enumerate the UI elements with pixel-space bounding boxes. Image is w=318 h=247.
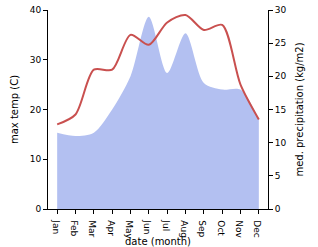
svg-text:0: 0 xyxy=(35,204,41,214)
svg-text:30: 30 xyxy=(30,55,42,65)
svg-text:Oct: Oct xyxy=(216,220,226,236)
svg-text:15: 15 xyxy=(275,105,286,115)
svg-text:40: 40 xyxy=(30,5,42,15)
svg-text:Feb: Feb xyxy=(69,220,79,236)
svg-text:5: 5 xyxy=(275,171,281,181)
svg-text:date (month): date (month) xyxy=(125,236,191,247)
svg-text:Jun: Jun xyxy=(142,219,152,234)
svg-text:Aug: Aug xyxy=(179,220,189,238)
svg-text:Nov: Nov xyxy=(234,220,244,238)
svg-text:0: 0 xyxy=(275,204,281,214)
svg-text:30: 30 xyxy=(275,5,287,15)
svg-text:May: May xyxy=(124,220,134,239)
svg-text:20: 20 xyxy=(30,105,42,115)
svg-text:Apr: Apr xyxy=(106,220,116,236)
svg-text:10: 10 xyxy=(30,154,42,164)
svg-text:Dec: Dec xyxy=(252,220,262,237)
svg-text:Mar: Mar xyxy=(87,220,97,237)
svg-text:med. precipitation (kg/m2): med. precipitation (kg/m2) xyxy=(294,42,305,176)
svg-text:Jan: Jan xyxy=(51,219,61,234)
svg-text:Sep: Sep xyxy=(197,220,207,237)
svg-text:10: 10 xyxy=(275,138,287,148)
svg-text:20: 20 xyxy=(275,71,287,81)
svg-text:Jul: Jul xyxy=(161,219,171,231)
svg-text:25: 25 xyxy=(275,38,286,48)
svg-text:max temp (C): max temp (C) xyxy=(9,75,20,144)
